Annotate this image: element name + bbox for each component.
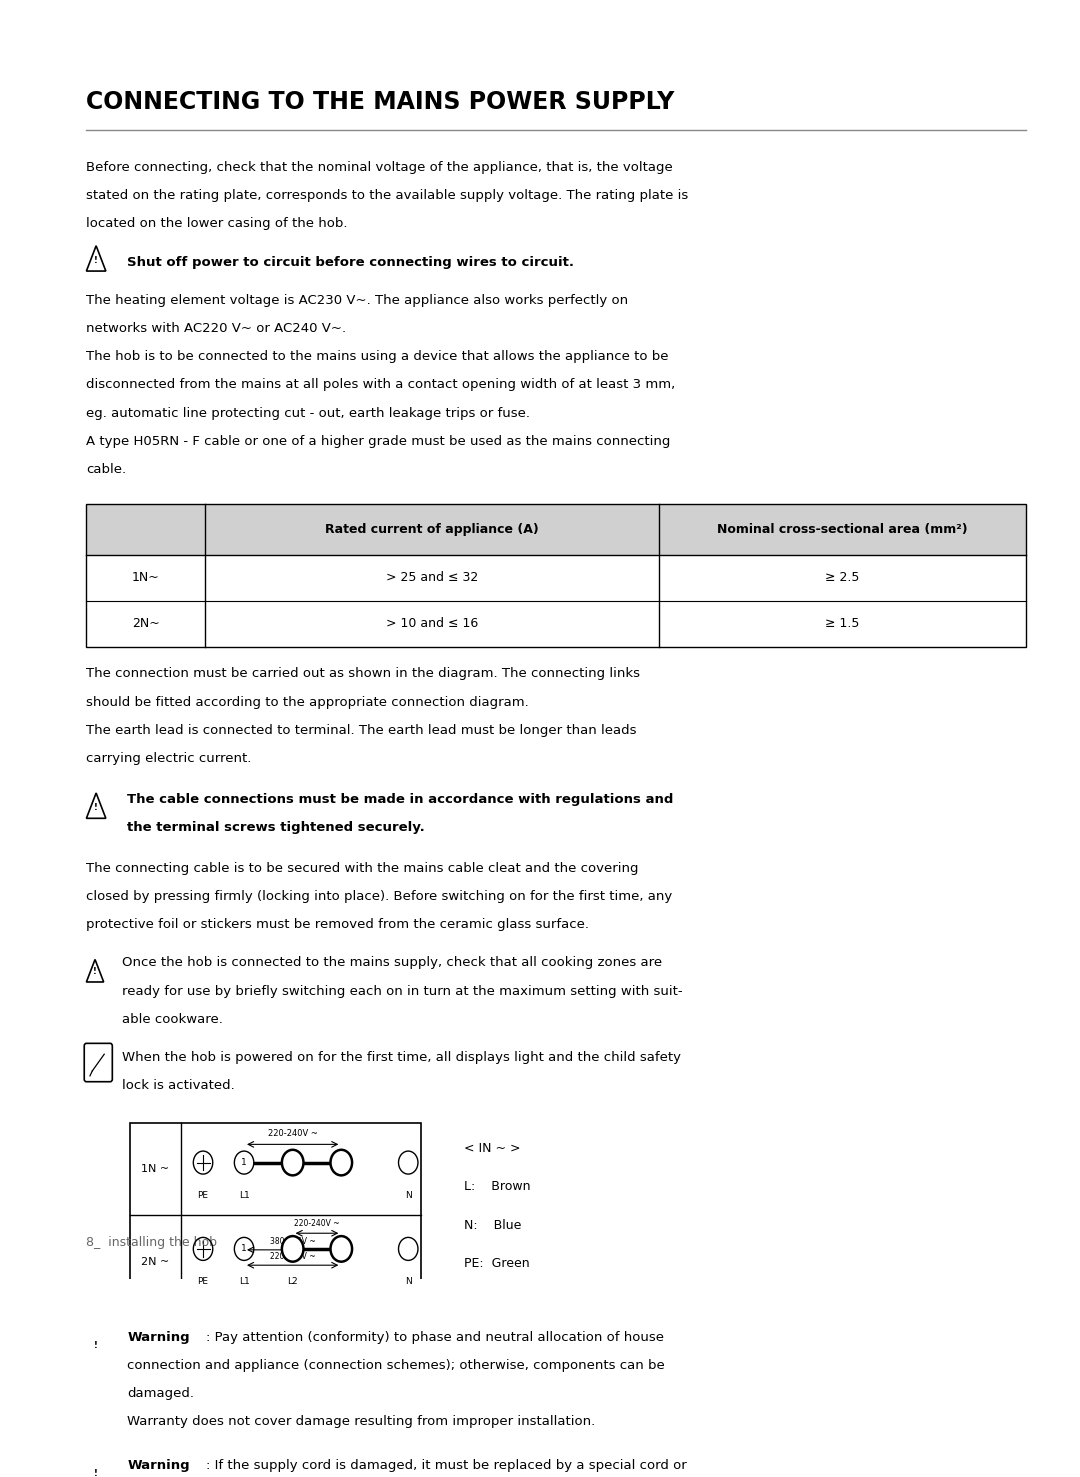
Text: < IN ~ >: < IN ~ > [464, 1142, 521, 1155]
Text: cable.: cable. [86, 462, 126, 476]
Text: 2N~: 2N~ [132, 617, 160, 631]
Text: Once the hob is connected to the mains supply, check that all cooking zones are: Once the hob is connected to the mains s… [122, 957, 662, 969]
Circle shape [399, 1238, 418, 1260]
Circle shape [282, 1149, 303, 1176]
Circle shape [399, 1151, 418, 1174]
Text: CONNECTING TO THE MAINS POWER SUPPLY: CONNECTING TO THE MAINS POWER SUPPLY [86, 90, 675, 114]
Text: !: ! [94, 1470, 98, 1477]
Text: Shut off power to circuit before connecting wires to circuit.: Shut off power to circuit before connect… [127, 256, 575, 269]
Text: !: ! [93, 967, 97, 976]
Circle shape [330, 1149, 352, 1176]
Text: When the hob is powered on for the first time, all displays light and the child : When the hob is powered on for the first… [122, 1052, 681, 1063]
Text: !: ! [94, 803, 98, 812]
Text: Warning: Warning [127, 1459, 190, 1473]
Text: 380-415V ~: 380-415V ~ [270, 1238, 315, 1247]
Text: 1: 1 [241, 1158, 247, 1167]
Text: N: N [405, 1190, 411, 1199]
Text: the terminal screws tightened securely.: the terminal screws tightened securely. [127, 821, 426, 835]
Text: 1N~: 1N~ [132, 572, 160, 585]
Text: 1: 1 [241, 1245, 247, 1254]
Text: The heating element voltage is AC230 V~. The appliance also works perfectly on: The heating element voltage is AC230 V~.… [86, 294, 629, 307]
Text: 2: 2 [289, 1158, 296, 1167]
Text: disconnected from the mains at all poles with a contact opening width of at leas: disconnected from the mains at all poles… [86, 378, 676, 391]
Text: 2N ~: 2N ~ [141, 1257, 170, 1267]
Text: N:    Blue: N: Blue [464, 1219, 522, 1232]
Text: PE:  Green: PE: Green [464, 1257, 530, 1270]
Text: 2: 2 [289, 1245, 296, 1254]
Circle shape [330, 1236, 352, 1261]
Text: : Pay attention (conformity) to phase and neutral allocation of house: : Pay attention (conformity) to phase an… [206, 1331, 664, 1344]
Bar [86, 504, 1026, 647]
Text: PE: PE [198, 1190, 208, 1199]
Text: 220-240V ~: 220-240V ~ [270, 1252, 315, 1261]
Text: > 25 and ≤ 32: > 25 and ≤ 32 [386, 572, 478, 585]
Text: Warning: Warning [127, 1331, 190, 1344]
Bar [130, 1123, 421, 1309]
Text: > 10 and ≤ 16: > 10 and ≤ 16 [386, 617, 478, 631]
Text: !: ! [94, 1341, 98, 1350]
Text: The connection must be carried out as shown in the diagram. The connecting links: The connection must be carried out as sh… [86, 668, 640, 681]
Text: 4: 4 [405, 1245, 411, 1254]
Text: ≥ 1.5: ≥ 1.5 [825, 617, 860, 631]
Text: !: ! [94, 256, 98, 264]
Text: PE: PE [198, 1278, 208, 1286]
Text: connection and appliance (connection schemes); otherwise, components can be: connection and appliance (connection sch… [127, 1359, 665, 1372]
Text: 8_  installing the hob: 8_ installing the hob [86, 1236, 217, 1250]
Text: L:    Brown: L: Brown [464, 1180, 531, 1193]
Text: stated on the rating plate, corresponds to the available supply voltage. The rat: stated on the rating plate, corresponds … [86, 189, 689, 202]
Text: carrying electric current.: carrying electric current. [86, 752, 252, 765]
Text: networks with AC220 V~ or AC240 V~.: networks with AC220 V~ or AC240 V~. [86, 322, 347, 335]
Text: The hob is to be connected to the mains using a device that allows the appliance: The hob is to be connected to the mains … [86, 350, 669, 363]
Text: N: N [405, 1278, 411, 1286]
Text: 1N ~: 1N ~ [141, 1164, 170, 1174]
Text: closed by pressing firmly (locking into place). Before switching on for the firs: closed by pressing firmly (locking into … [86, 891, 673, 902]
Text: Nominal cross-sectional area (mm²): Nominal cross-sectional area (mm²) [717, 523, 968, 536]
Text: damaged.: damaged. [127, 1387, 194, 1400]
Text: ≥ 2.5: ≥ 2.5 [825, 572, 860, 585]
Text: : If the supply cord is damaged, it must be replaced by a special cord or: : If the supply cord is damaged, it must… [206, 1459, 687, 1473]
Text: protective foil or stickers must be removed from the ceramic glass surface.: protective foil or stickers must be remo… [86, 919, 590, 931]
Text: able cookware.: able cookware. [122, 1013, 222, 1025]
Text: 220-240V ~: 220-240V ~ [268, 1128, 318, 1137]
Text: 4: 4 [405, 1158, 411, 1167]
Text: lock is activated.: lock is activated. [122, 1080, 234, 1092]
Text: eg. automatic line protecting cut - out, earth leakage trips or fuse.: eg. automatic line protecting cut - out,… [86, 406, 530, 419]
Text: ready for use by briefly switching each on in turn at the maximum setting with s: ready for use by briefly switching each … [122, 985, 683, 997]
Text: 220-240V ~: 220-240V ~ [294, 1219, 340, 1227]
Text: The earth lead is connected to terminal. The earth lead must be longer than lead: The earth lead is connected to terminal.… [86, 724, 637, 737]
Text: L2: L2 [287, 1278, 298, 1286]
Text: Rated current of appliance (A): Rated current of appliance (A) [325, 523, 539, 536]
Text: 3: 3 [338, 1158, 345, 1167]
Text: should be fitted according to the appropriate connection diagram.: should be fitted according to the approp… [86, 696, 529, 709]
Text: Before connecting, check that the nominal voltage of the appliance, that is, the: Before connecting, check that the nomina… [86, 161, 673, 174]
Text: L1: L1 [239, 1278, 249, 1286]
Bar [86, 504, 1026, 555]
Text: located on the lower casing of the hob.: located on the lower casing of the hob. [86, 217, 348, 230]
Text: A type H05RN - F cable or one of a higher grade must be used as the mains connec: A type H05RN - F cable or one of a highe… [86, 434, 671, 448]
Text: The cable connections must be made in accordance with regulations and: The cable connections must be made in ac… [127, 793, 674, 806]
Text: Warranty does not cover damage resulting from improper installation.: Warranty does not cover damage resulting… [127, 1415, 596, 1428]
Text: 3: 3 [338, 1245, 345, 1254]
Text: The connecting cable is to be secured with the mains cable cleat and the coverin: The connecting cable is to be secured wi… [86, 861, 639, 874]
Text: L1: L1 [239, 1190, 249, 1199]
Circle shape [282, 1236, 303, 1261]
